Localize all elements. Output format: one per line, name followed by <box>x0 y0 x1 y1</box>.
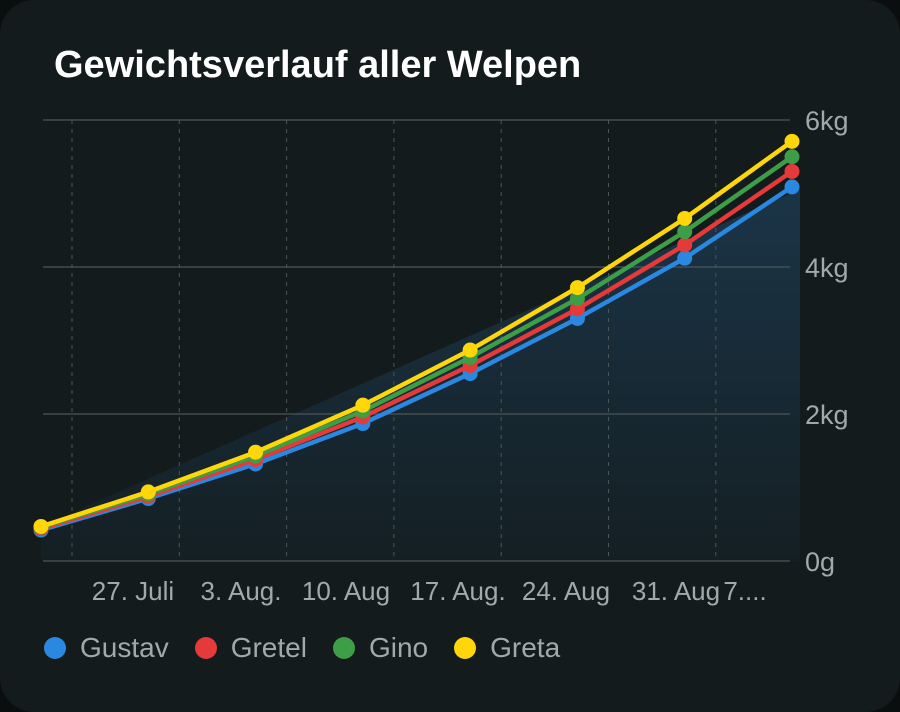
data-point-greta <box>462 342 478 358</box>
x-tick-label: 10. Aug <box>302 576 390 606</box>
legend-label-greta: Greta <box>490 632 561 663</box>
legend-swatch-gretel <box>194 637 217 659</box>
x-tick-label: 31. Aug <box>632 576 720 606</box>
series-line-greta <box>38 139 795 529</box>
data-point-greta <box>248 444 264 460</box>
legend-swatch-gustav <box>44 637 66 659</box>
data-point-greta <box>784 133 800 149</box>
x-tick-label: 27. Juli <box>92 576 174 606</box>
chart-title: Gewichtsverlauf aller Welpen <box>54 44 582 86</box>
series-line-gretel <box>38 169 795 531</box>
y-tick-label: 6kg <box>805 106 849 136</box>
data-point-greta <box>33 518 49 534</box>
legend-item-gino: Gino <box>332 632 429 664</box>
legend-label-gino: Gino <box>368 632 429 663</box>
legend-item-greta: Greta <box>454 632 560 664</box>
data-point-greta <box>140 484 156 500</box>
x-tick-label: 7.... <box>723 576 766 606</box>
legend-label-gustav: Gustav <box>80 632 169 663</box>
legend-item-gustav: Gustav <box>44 632 169 664</box>
y-tick-label: 4kg <box>805 253 849 283</box>
legend-swatch-gino <box>332 637 355 659</box>
series-line-gustav <box>38 184 795 533</box>
legend-label-gretel: Gretel <box>230 632 307 663</box>
data-point-gustav <box>784 179 800 195</box>
data-point-gino <box>784 149 800 165</box>
legend-item-gretel: Gretel <box>194 632 307 664</box>
data-point-gretel <box>677 237 693 253</box>
data-point-gretel <box>569 301 585 317</box>
x-tick-label: 24. Aug <box>522 576 610 606</box>
series-line-gino <box>38 154 795 530</box>
data-point-greta <box>355 397 371 413</box>
data-point-gretel <box>784 163 800 179</box>
chart-legend: Gustav Gretel Gino Greta <box>44 632 586 664</box>
data-point-greta <box>677 210 693 226</box>
data-point-greta <box>569 280 585 296</box>
data-point-gustav <box>677 250 693 266</box>
legend-swatch-greta <box>454 637 477 659</box>
x-tick-label: 17. Aug. <box>410 576 505 606</box>
data-point-gino <box>677 224 693 240</box>
y-tick-label: 2kg <box>805 400 849 430</box>
y-tick-label: 0g <box>805 547 835 577</box>
x-tick-label: 3. Aug. <box>201 576 282 606</box>
data-point-gino <box>569 291 585 307</box>
